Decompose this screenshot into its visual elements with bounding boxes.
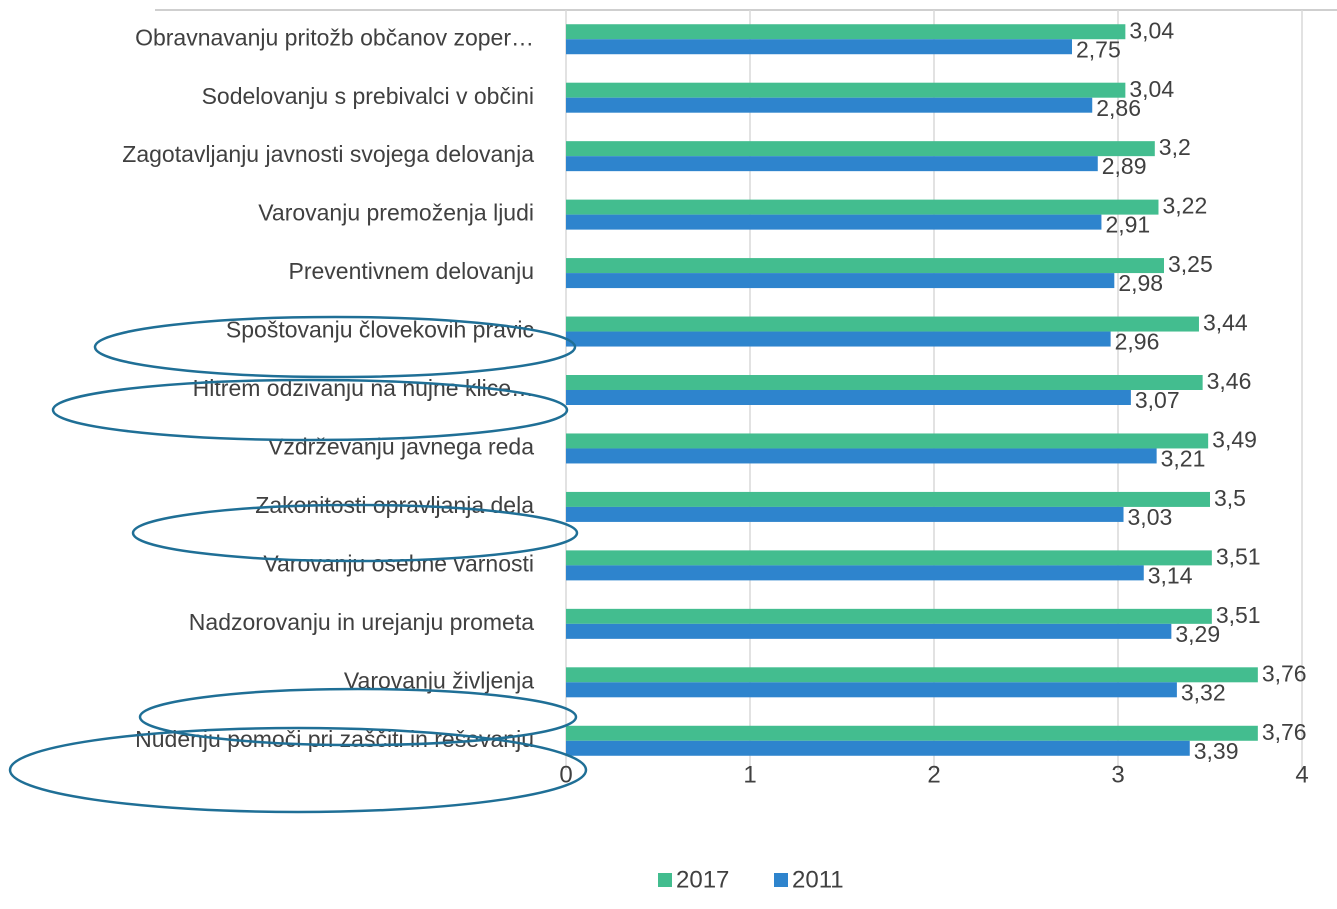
- bar: [566, 316, 1199, 332]
- value-label: 2,91: [1105, 212, 1150, 238]
- highlight-ellipse: [51, 378, 569, 442]
- legend-swatch: [658, 873, 672, 887]
- x-tick-label: 2: [927, 761, 940, 788]
- bar: [566, 491, 1210, 507]
- value-label: 2,96: [1115, 329, 1160, 355]
- bar: [566, 214, 1102, 230]
- bar: [566, 375, 1203, 390]
- value-label: 3,22: [1162, 193, 1207, 219]
- value-label: 3,03: [1128, 504, 1173, 530]
- value-label: 3,04: [1129, 17, 1174, 43]
- value-label: 2,98: [1118, 270, 1163, 296]
- legend-swatch: [774, 873, 788, 887]
- bar: [566, 273, 1115, 289]
- bar: [566, 258, 1164, 274]
- highlight-ellipse: [138, 687, 578, 747]
- bar: [566, 550, 1212, 566]
- value-label: 3,2: [1159, 134, 1191, 160]
- bar: [566, 565, 1144, 581]
- value-label: 2,75: [1076, 36, 1121, 62]
- bar: [566, 433, 1209, 449]
- value-label: 3,76: [1262, 660, 1307, 686]
- value-label: 3,5: [1214, 485, 1246, 511]
- bar: [566, 506, 1124, 522]
- bar: [566, 608, 1212, 624]
- bar: [566, 39, 1072, 55]
- value-label: 3,04: [1129, 76, 1174, 102]
- value-label: 2,89: [1102, 153, 1147, 179]
- bar: [566, 156, 1098, 172]
- highlight-ellipse: [8, 726, 588, 814]
- value-label: 3,14: [1148, 562, 1193, 588]
- bar: [566, 97, 1093, 113]
- y-tick-label: Sodelovanju s prebivalci v občini: [202, 83, 534, 109]
- bar: [566, 82, 1126, 98]
- legend-label: 2011: [792, 866, 844, 893]
- legend-label: 2017: [676, 866, 729, 893]
- value-label: 3,29: [1175, 621, 1220, 647]
- highlight-ellipse: [131, 503, 579, 563]
- value-label: 3,44: [1203, 310, 1248, 336]
- value-label: 3,51: [1216, 543, 1261, 569]
- x-tick-label: 3: [1111, 761, 1124, 788]
- bar: [566, 24, 1126, 40]
- x-tick-label: 4: [1295, 761, 1308, 788]
- y-tick-label: Preventivnem delovanju: [289, 258, 534, 284]
- y-tick-label: Nadzorovanju in urejanju prometa: [189, 609, 534, 635]
- value-label: 3,25: [1168, 251, 1213, 277]
- bar: [566, 740, 1190, 756]
- y-tick-label: Varovanju premoženja ljudi: [258, 200, 534, 226]
- value-label: 3,51: [1216, 602, 1261, 628]
- bar: [566, 390, 1131, 405]
- x-tick-label: 0: [559, 761, 572, 788]
- bar: [566, 667, 1258, 683]
- value-label: 3,46: [1207, 368, 1252, 394]
- bar: [566, 141, 1155, 157]
- y-tick-label: Spoštovanju človekovih pravic: [226, 317, 534, 343]
- bar: [566, 725, 1258, 741]
- y-tick-label: Zagotavljanju javnosti svojega delovanja: [122, 141, 534, 167]
- bar: [566, 331, 1111, 347]
- value-label: 3,49: [1212, 427, 1257, 453]
- value-label: 3,39: [1194, 738, 1239, 764]
- bar: [566, 623, 1172, 639]
- value-label: 3,07: [1135, 387, 1180, 413]
- value-label: 3,32: [1181, 679, 1226, 705]
- value-label: 3,21: [1161, 446, 1206, 472]
- value-label: 3,76: [1262, 719, 1307, 745]
- y-tick-label: Obravnavanju pritožb občanov zoper…: [135, 24, 534, 50]
- bar: [566, 199, 1159, 215]
- bar: [566, 682, 1177, 698]
- plot: 0 1 2 3 4 Obravnavanju pritožb občanov zoper……: [122, 10, 1309, 893]
- bar: [566, 448, 1157, 464]
- x-tick-label: 1: [743, 761, 756, 788]
- highlight-ellipse: [93, 315, 577, 379]
- value-label: 2,86: [1096, 95, 1141, 121]
